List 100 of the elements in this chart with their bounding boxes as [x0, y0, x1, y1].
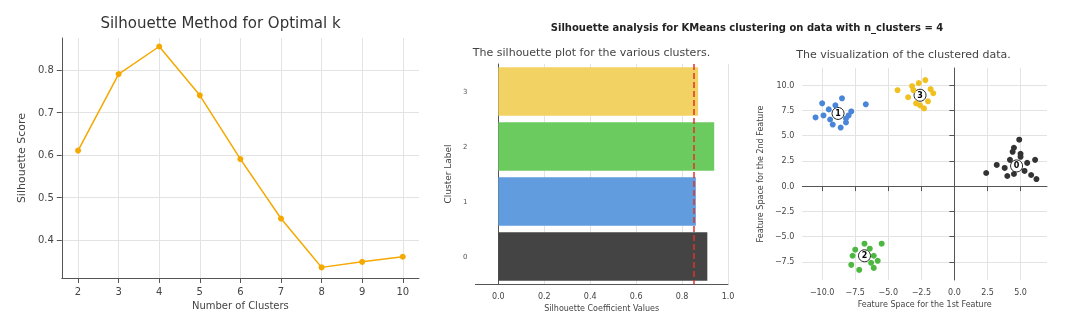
point	[819, 100, 826, 107]
annotation: 2	[861, 251, 868, 261]
x-tick-label: 0.8	[675, 291, 689, 301]
point	[921, 105, 927, 112]
x-tick-label: 0.0	[948, 287, 961, 297]
x-axis-title: Silhouette Coefficient Values	[544, 304, 660, 314]
point	[866, 245, 873, 252]
x-tick-label: 2.5	[981, 287, 994, 297]
y-axis-title: Silhouette Score	[15, 112, 28, 204]
point	[156, 43, 163, 50]
point	[930, 90, 937, 97]
y-axis-title: Feature Space for the 2nd Feature	[755, 105, 765, 243]
y-tick-label: 0.6	[37, 149, 54, 161]
point	[983, 169, 990, 176]
point	[1004, 173, 1011, 180]
point	[839, 95, 845, 102]
y-axis-title: Cluster Label	[442, 144, 453, 204]
x-tick-label: −2.5	[911, 287, 932, 297]
point	[915, 80, 922, 87]
x-tick-label: 7	[277, 285, 285, 297]
point	[917, 102, 924, 109]
point	[237, 156, 244, 163]
point	[399, 253, 406, 260]
point	[1032, 156, 1039, 163]
annotation: 0	[1013, 161, 1020, 171]
point	[878, 240, 885, 247]
x-tick-label: 6	[237, 285, 244, 297]
x-tick-label: 0.0	[491, 291, 505, 301]
y-tick-label: 0.5	[37, 191, 54, 203]
point	[318, 264, 325, 271]
point	[905, 94, 912, 101]
point	[832, 102, 839, 109]
point	[820, 112, 827, 119]
x-tick-label: 1.0	[721, 291, 735, 301]
point	[825, 106, 832, 113]
y-tick-label: 0.8	[37, 64, 54, 76]
point	[909, 83, 916, 90]
point	[874, 257, 881, 264]
x-tick-label: 3	[115, 285, 122, 297]
point	[278, 215, 284, 222]
x-tick-label: 8	[318, 285, 325, 297]
point	[837, 124, 844, 131]
point	[1010, 171, 1017, 177]
x-tick-label: 5	[196, 285, 203, 297]
annotation: 1	[835, 108, 842, 118]
x-tick-label: 2	[74, 285, 82, 297]
point	[870, 252, 877, 259]
x-axis-title: Feature Space for the 1st Feature	[857, 300, 992, 310]
chart-title: The silhouette plot for the various clusters.	[471, 46, 711, 59]
x-tick-label: 0.6	[629, 291, 643, 301]
point	[922, 77, 929, 84]
point	[812, 114, 819, 121]
y-tick-label: −5.0	[774, 232, 795, 242]
y-tick-label: 0.0	[781, 181, 795, 191]
y-tick-label: −7.5	[774, 257, 795, 267]
point	[1028, 172, 1035, 179]
x-tick-label: 0.2	[537, 291, 551, 301]
point	[848, 261, 855, 268]
y-tick-label: 10.0	[776, 80, 795, 90]
point	[196, 92, 203, 99]
y-tick-label: 5.0	[781, 131, 795, 141]
point	[1016, 136, 1023, 143]
point	[856, 266, 863, 273]
x-tick-label: −7.5	[845, 287, 865, 297]
text: Silhouette analysis for KMeans clustering on data with n_clusters = 4	[549, 22, 945, 33]
y-tick-label: 0.4	[37, 234, 54, 246]
x-tick-label: −5.0	[878, 287, 899, 297]
y-tick-label: 2.5	[781, 156, 795, 166]
point	[849, 252, 856, 259]
x-tick-label: 10	[396, 285, 410, 297]
y-tick-label: 7.5	[781, 105, 795, 115]
x-tick-label: −10.0	[809, 287, 835, 297]
y-tick-label: 0.7	[37, 106, 54, 118]
point	[868, 259, 875, 266]
point	[852, 246, 859, 253]
point	[1001, 164, 1008, 171]
point	[993, 161, 1000, 168]
x-tick-label: 0.4	[583, 291, 597, 301]
x-axis-title: Number of Clusters	[191, 300, 289, 312]
point	[75, 147, 82, 154]
point	[1021, 167, 1028, 174]
x-tick-label: 5.0	[1014, 287, 1027, 297]
point	[115, 71, 122, 78]
chart-title: Silhouette Method for Optimal k	[100, 13, 341, 32]
point	[827, 116, 834, 123]
point	[1033, 176, 1040, 183]
x-tick-label: 4	[156, 285, 163, 297]
x-tick-label: 9	[358, 285, 366, 297]
point	[1024, 159, 1031, 166]
point	[870, 264, 877, 271]
point	[894, 87, 901, 94]
point	[862, 101, 869, 108]
annotation: 3	[917, 90, 923, 100]
point	[924, 98, 931, 105]
y-tick-label: −2.5	[774, 206, 795, 216]
point	[842, 119, 849, 126]
point	[1006, 156, 1013, 163]
chart-title: The visualization of the clustered data.	[795, 48, 1011, 61]
point	[359, 258, 366, 265]
point	[1009, 148, 1016, 155]
